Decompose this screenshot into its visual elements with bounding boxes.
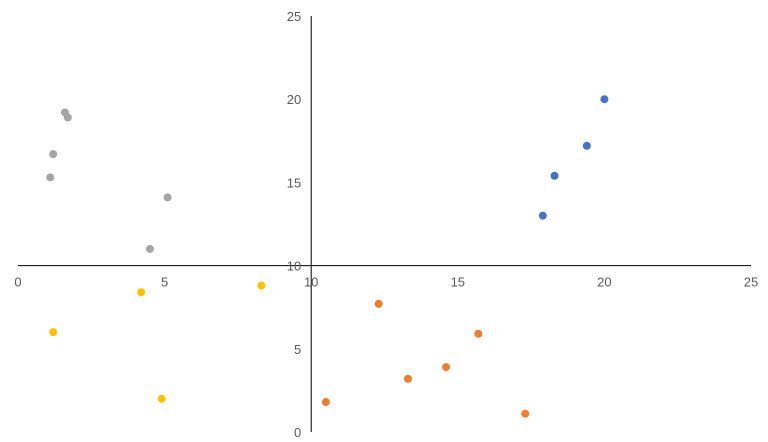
data-point-series-2 — [145, 244, 154, 253]
y-tick-label: 25 — [287, 9, 301, 24]
data-point-series-3 — [137, 288, 146, 297]
y-tick-label: 10 — [287, 259, 301, 274]
data-point-series-1 — [582, 141, 591, 150]
data-point-series-3 — [257, 281, 266, 290]
data-point-series-1 — [538, 211, 547, 220]
x-tick-label: 20 — [597, 275, 611, 290]
y-tick-label: 0 — [294, 425, 301, 440]
data-point-series-4 — [521, 409, 530, 418]
data-point-series-3 — [157, 394, 166, 403]
x-tick-label: 10 — [304, 275, 318, 290]
data-point-series-2 — [63, 113, 72, 122]
data-point-series-4 — [474, 329, 483, 338]
data-point-series-4 — [442, 363, 451, 372]
data-point-series-4 — [374, 299, 383, 308]
data-point-series-2 — [163, 193, 172, 202]
y-tick-label: 20 — [287, 92, 301, 107]
data-point-series-4 — [403, 374, 412, 383]
data-point-series-4 — [321, 398, 330, 407]
x-tick-label: 25 — [744, 275, 758, 290]
x-tick-label: 5 — [161, 275, 168, 290]
data-point-series-3 — [49, 328, 58, 337]
y-tick-label: 5 — [294, 342, 301, 357]
data-point-series-2 — [49, 150, 58, 159]
x-tick-label: 0 — [14, 275, 21, 290]
y-tick-label: 15 — [287, 175, 301, 190]
x-tick-label: 15 — [451, 275, 465, 290]
data-point-series-2 — [46, 173, 55, 182]
data-point-series-1 — [550, 171, 559, 180]
data-point-series-1 — [600, 95, 609, 104]
